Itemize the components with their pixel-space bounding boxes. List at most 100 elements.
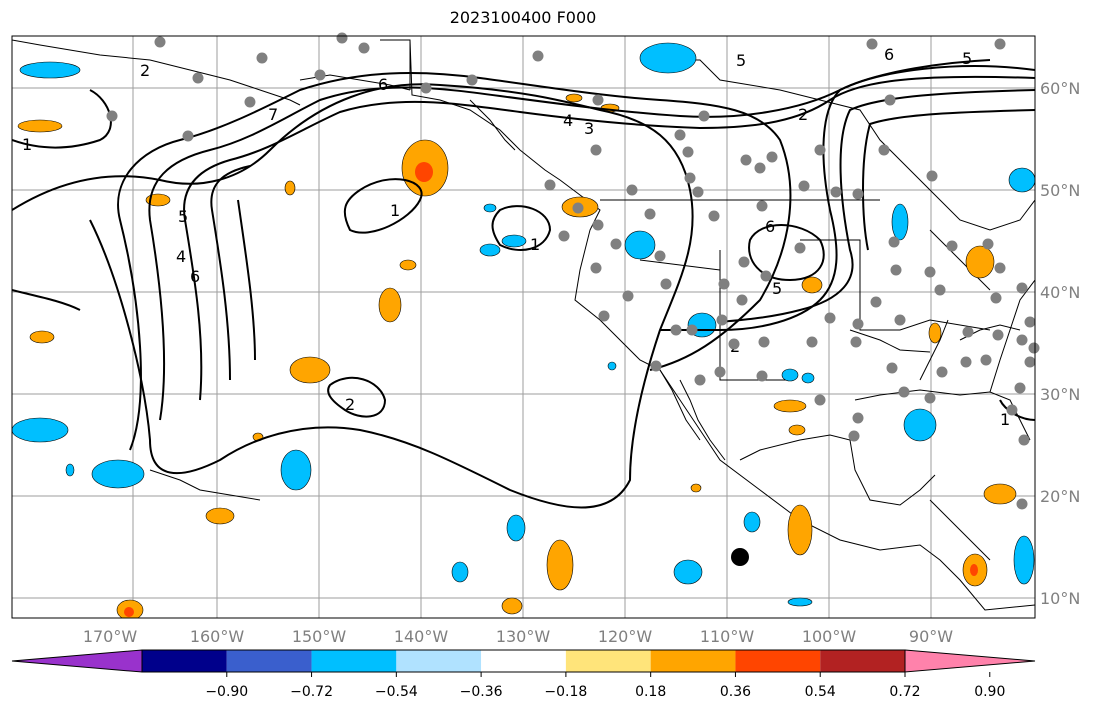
station-dot (980, 354, 992, 366)
position-marker (731, 548, 749, 566)
station-dot (758, 336, 770, 348)
colorbar-extend-low (11, 649, 143, 673)
station-dot (924, 392, 936, 404)
station-dot (926, 170, 938, 182)
station-dot (756, 200, 768, 212)
station-dot (256, 52, 268, 64)
longitude-label: 170°W (83, 627, 138, 646)
station-dot (936, 366, 948, 378)
colorbar-segment (142, 650, 227, 672)
station-dot (716, 314, 728, 326)
station-dot (992, 329, 1004, 341)
longitude-label: 120°W (598, 627, 653, 646)
station-dot (878, 144, 890, 156)
station-dot (824, 312, 836, 324)
station-dot (1016, 498, 1028, 510)
station-dot (934, 284, 946, 296)
station-dot (870, 296, 882, 308)
latitude-label: 60°N (1040, 79, 1080, 98)
station-dot (466, 74, 478, 86)
map-frame (11, 35, 1036, 619)
contour-label-1: 1 (22, 135, 32, 154)
colorbar-ticks: −0.90 −0.72 −0.54 −0.36 −0.18 0.18 0.36 0.54 0.7… (205, 672, 1005, 700)
station-dot (654, 250, 666, 262)
station-dot (814, 144, 826, 156)
station-dot (686, 324, 698, 336)
colorbar-segment (650, 650, 736, 672)
station-dot (848, 430, 860, 442)
station-dot (670, 324, 682, 336)
station-dot (736, 294, 748, 306)
station-dot (592, 219, 604, 231)
station-dot (420, 82, 432, 94)
station-dot (982, 238, 994, 250)
longitude-label: 130°W (496, 627, 551, 646)
station-dot (314, 69, 326, 81)
station-dot (1024, 316, 1036, 328)
contour-label-6c: 6 (765, 217, 775, 236)
station-dot (756, 370, 768, 382)
station-dot (718, 278, 730, 290)
longitude-label: 90°W (909, 627, 953, 646)
latitude-label: 50°N (1040, 181, 1080, 200)
station-dot (644, 208, 656, 220)
contour-label-4: 4 (563, 111, 573, 130)
station-dot (852, 412, 864, 424)
coastlines (12, 39, 1035, 611)
station-dot (994, 262, 1006, 274)
station-dot (866, 38, 878, 50)
colorbar-tick-label: 0.90 (974, 684, 1005, 700)
station-dot (558, 230, 570, 242)
contour-label-1c: 1 (530, 235, 540, 254)
contour-lines (12, 59, 1035, 509)
contour-label-5: 5 (736, 51, 746, 70)
station-dot (760, 270, 772, 282)
longitude-label: 140°W (394, 627, 449, 646)
contour-label-6: 6 (378, 75, 388, 94)
contour-label-2b: 2 (345, 395, 355, 414)
station-dot (682, 146, 694, 158)
station-dot (806, 336, 818, 348)
colorbar-segment (396, 650, 482, 672)
station-dot (626, 184, 638, 196)
station-dot (924, 266, 936, 278)
map-title: 2023100400 F000 (449, 8, 597, 27)
station-dot (532, 50, 544, 62)
station-dot (1028, 342, 1040, 354)
latitude-label: 40°N (1040, 283, 1080, 302)
latitude-label: 10°N (1040, 589, 1080, 608)
station-dot (592, 94, 604, 106)
station-dot (1016, 334, 1028, 346)
latitude-label: 20°N (1040, 487, 1080, 506)
colorbar-tick-label: −0.36 (460, 684, 503, 700)
contour-label-4b: 4 (176, 247, 186, 266)
station-dot (244, 96, 256, 108)
station-dot (674, 129, 686, 141)
colorbar-extend-high (904, 649, 1036, 673)
station-dot (990, 292, 1002, 304)
station-dot (572, 202, 584, 214)
station-dot (962, 326, 974, 338)
longitude-label: 110°W (700, 627, 755, 646)
colorbar-segment (565, 650, 651, 672)
station-dot (728, 338, 740, 350)
longitude-label: 150°W (292, 627, 347, 646)
longitude-labels: 170°W 160°W 150°W 140°W 130°W 120°W 110°W 100°W… (83, 627, 953, 646)
contour-label-5c: 5 (772, 279, 782, 298)
station-dot (692, 186, 704, 198)
station-dot (544, 179, 556, 191)
latitude-labels: 60°N 50°N 40°N 30°N 20°N 10°N (1040, 79, 1080, 608)
station-dot (994, 38, 1006, 50)
station-dot (1024, 356, 1036, 368)
station-dot (1006, 404, 1018, 416)
station-dot (794, 242, 806, 254)
colorbar-tick-label: 0.18 (635, 684, 666, 700)
contour-label-1d: 1 (1000, 410, 1010, 429)
station-dot (886, 362, 898, 374)
station-dot (590, 144, 602, 156)
longitude-label: 100°W (802, 627, 857, 646)
colorbar-tick-label: −0.54 (375, 684, 418, 700)
colorbar-tick-label: −0.90 (205, 684, 248, 700)
colorbar-segment (226, 650, 312, 672)
